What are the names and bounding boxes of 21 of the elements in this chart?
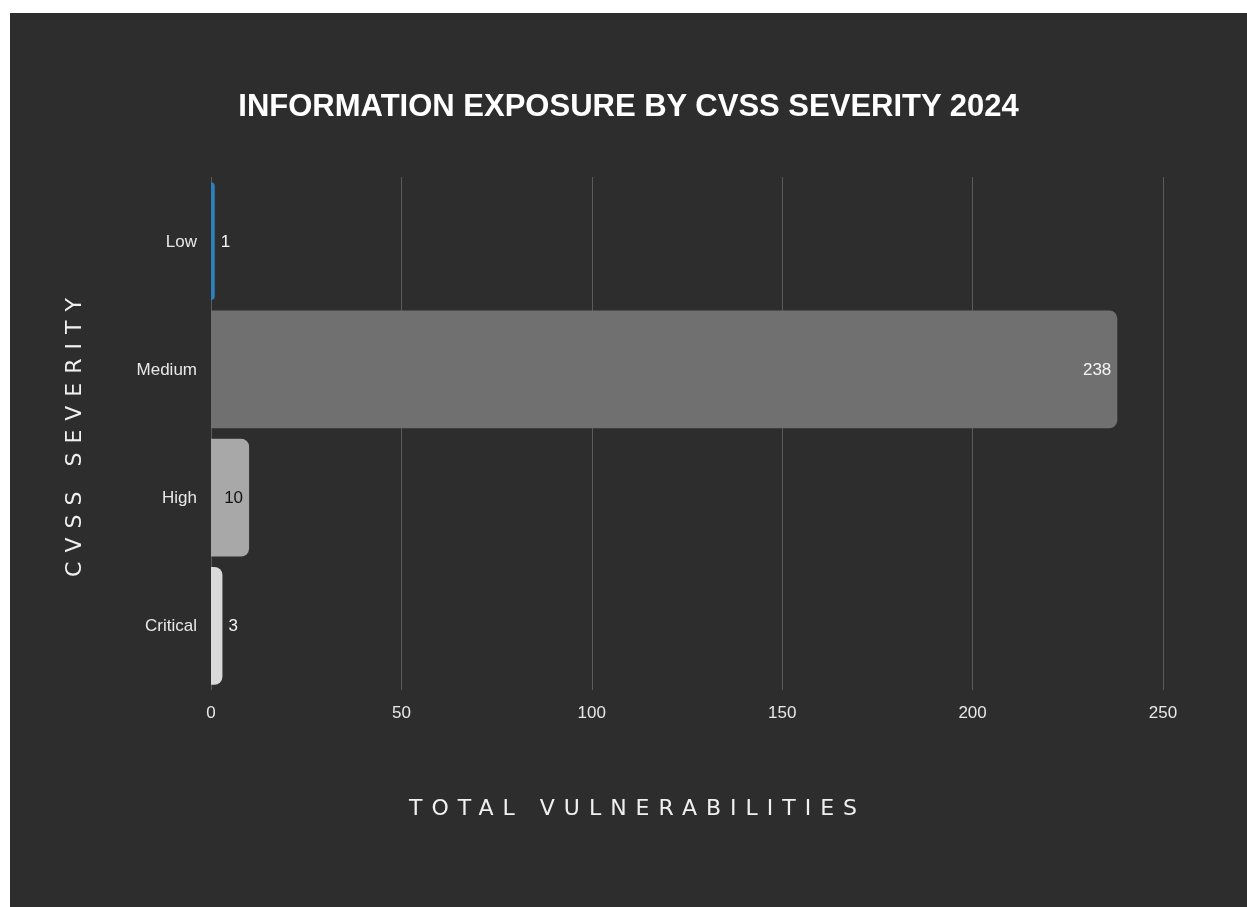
- data-label: 1: [220, 231, 231, 251]
- y-tick-label: Medium: [136, 359, 197, 379]
- data-label: 10: [224, 488, 244, 508]
- x-tick-label: 50: [391, 703, 411, 722]
- x-tick-label: 0: [206, 703, 216, 722]
- x-tick-label: 150: [768, 703, 797, 722]
- bar: [211, 566, 223, 685]
- x-axis-title: TOTAL VULNERABILITIES: [407, 795, 868, 820]
- bar: [211, 310, 1118, 429]
- x-tick-label: 200: [958, 703, 987, 722]
- bar: [211, 438, 250, 557]
- y-tick-label: Low: [165, 231, 198, 251]
- bar: [211, 182, 215, 301]
- data-label: 3: [228, 616, 238, 636]
- x-tick-label: 250: [1148, 703, 1178, 722]
- y-axis-title: CVSS SEVERITY: [60, 289, 86, 577]
- y-tick-label: Critical: [145, 616, 197, 636]
- x-tick-label: 100: [577, 703, 606, 722]
- chart-title: INFORMATION EXPOSURE BY CVSS SEVERITY 2024: [238, 88, 1020, 123]
- y-tick-label: High: [162, 488, 197, 508]
- data-label: 238: [1082, 359, 1112, 379]
